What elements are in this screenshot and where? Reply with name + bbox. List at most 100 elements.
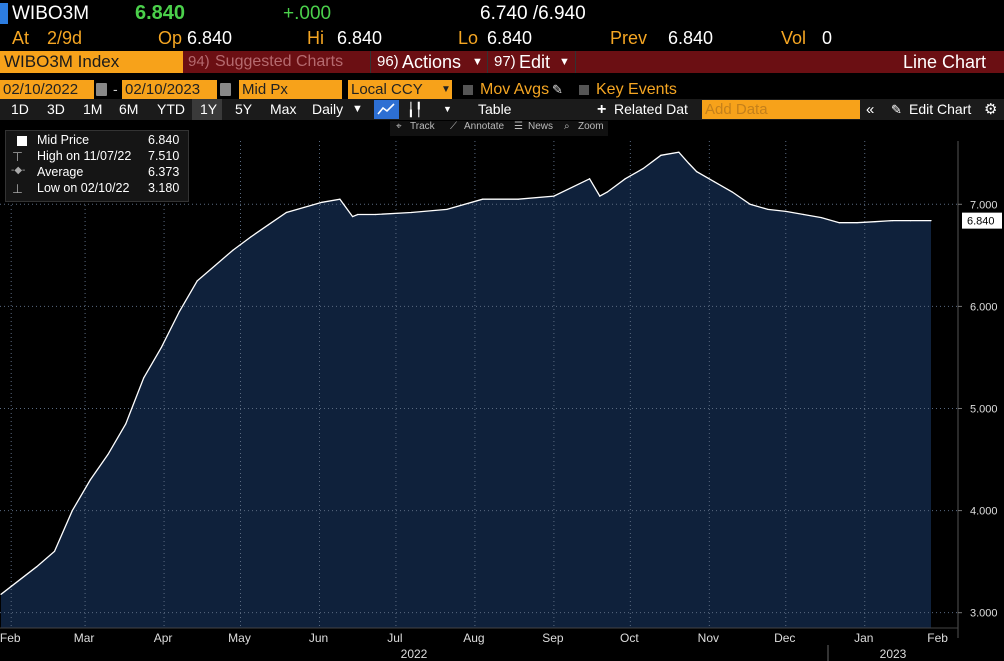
related-data-button[interactable]: Related Dat <box>614 101 688 117</box>
prev-value: 6.840 <box>668 28 714 48</box>
suggested-charts-button[interactable]: Suggested Charts <box>215 53 344 70</box>
data-point <box>599 195 601 197</box>
y-tick-label: 6.000 <box>970 301 998 313</box>
bar-chart-icon[interactable]: ╽╿ <box>407 102 423 117</box>
data-point <box>767 208 769 211</box>
data-point <box>178 310 180 313</box>
series-swatch <box>17 136 27 146</box>
news-tool[interactable]: News <box>528 121 554 132</box>
range-1m[interactable]: 1M <box>83 101 103 117</box>
gear-icon[interactable]: ⚙ <box>984 101 998 118</box>
chevron-down-icon[interactable]: ▼ <box>352 103 363 115</box>
key-events-label[interactable]: Key Events <box>596 81 677 98</box>
volume-label: Vol <box>781 28 807 48</box>
actions-num: 96) <box>377 53 399 70</box>
data-point <box>517 198 519 200</box>
legend-mid-value: 6.840 <box>148 133 180 147</box>
data-point <box>749 203 751 205</box>
key-events-checkbox[interactable] <box>579 85 589 95</box>
divider <box>487 51 488 73</box>
at-label: At <box>12 28 30 48</box>
calendar-icon[interactable] <box>96 83 107 96</box>
edit-menu[interactable]: Edit <box>519 52 551 72</box>
data-point <box>250 236 252 238</box>
high-label: Hi <box>307 28 324 48</box>
divider <box>575 51 576 73</box>
data-point <box>357 213 359 216</box>
open-label: Op <box>158 28 183 48</box>
data-point <box>160 346 163 348</box>
data-point <box>214 264 216 267</box>
line-chart-icon[interactable] <box>374 100 399 119</box>
chart-type-title: Line Chart <box>903 52 987 72</box>
pencil-icon[interactable]: ✎ <box>891 102 902 117</box>
chevron-down-icon[interactable]: ▼ <box>441 84 451 95</box>
pencil-icon[interactable]: ✎ <box>552 82 563 97</box>
suggested-num: 94) <box>188 53 210 70</box>
legend-high-value: 7.510 <box>148 149 180 163</box>
low-label: Lo <box>458 28 479 48</box>
average-marker-icon: -◆- <box>11 165 26 176</box>
data-point <box>553 195 555 197</box>
range-3d[interactable]: 3D <box>47 101 65 117</box>
actions-menu[interactable]: Actions <box>402 52 462 72</box>
data-point <box>53 550 56 553</box>
annotate-tool[interactable]: Annotate <box>464 121 505 132</box>
chevron-down-icon[interactable]: ▼ <box>443 104 452 114</box>
year-label: 2023 <box>880 647 907 661</box>
range-6m[interactable]: 6M <box>119 101 139 117</box>
track-tool[interactable]: Track <box>410 121 435 132</box>
data-point <box>820 216 823 219</box>
data-point <box>678 151 680 153</box>
y-tick-label: 7.000 <box>970 199 998 211</box>
data-point <box>143 377 145 379</box>
legend-avg-label: Average <box>37 165 84 179</box>
range-ytd[interactable]: YTD <box>157 101 185 117</box>
table-button[interactable]: Table <box>478 101 512 117</box>
x-tick-label: Dec <box>774 631 795 645</box>
data-point <box>803 213 805 216</box>
range-max[interactable]: Max <box>270 101 297 117</box>
ticker[interactable]: WIBO3M <box>12 3 90 24</box>
legend-low-value: 3.180 <box>148 181 180 195</box>
data-point <box>688 162 690 165</box>
zoom-tool[interactable]: Zoom <box>578 121 604 132</box>
actions-dropdown-icon[interactable]: ▼ <box>472 56 483 68</box>
data-point <box>930 220 932 222</box>
data-point <box>731 191 733 193</box>
quote-header: WIBO3M 6.840 +.000 6.740 /6.940 <box>0 0 1004 26</box>
ticker-marker <box>0 3 8 24</box>
price-change: +.000 <box>283 3 332 24</box>
x-tick-label: Aug <box>463 631 484 645</box>
currency-select[interactable]: Local CCY <box>348 80 452 99</box>
data-point <box>713 181 716 183</box>
field-select[interactable]: Mid Px <box>239 80 342 99</box>
range-5y[interactable]: 5Y <box>235 101 253 117</box>
data-point <box>89 479 91 481</box>
security-field[interactable]: WIBO3M Index <box>0 51 183 73</box>
data-point <box>285 211 287 214</box>
add-data-input[interactable]: Add Data <box>702 100 860 119</box>
calendar-icon[interactable] <box>220 83 231 96</box>
mov-avgs-checkbox[interactable] <box>463 85 473 95</box>
end-date-field[interactable]: 02/10/2023 <box>122 80 217 99</box>
range-1d[interactable]: 1D <box>11 101 29 117</box>
data-point <box>374 213 377 216</box>
start-date-field[interactable]: 02/10/2022 <box>0 80 94 99</box>
x-tick-label: Mar <box>74 631 95 645</box>
data-point <box>71 509 73 512</box>
frequency-select[interactable]: Daily <box>312 101 344 117</box>
data-point <box>856 222 858 224</box>
range-1y[interactable]: 1Y <box>200 101 218 117</box>
edit-chart-button[interactable]: Edit Chart <box>909 101 972 117</box>
edit-dropdown-icon[interactable]: ▼ <box>559 56 570 68</box>
mov-avgs-label[interactable]: Mov Avgs <box>480 81 550 98</box>
collapse-icon[interactable]: « <box>866 101 875 118</box>
data-point <box>352 215 354 218</box>
plus-icon[interactable]: + <box>597 101 607 118</box>
x-tick-label: Jan <box>854 631 873 645</box>
data-point <box>588 178 591 180</box>
data-point <box>196 280 198 282</box>
x-tick-label: Sep <box>542 631 564 645</box>
